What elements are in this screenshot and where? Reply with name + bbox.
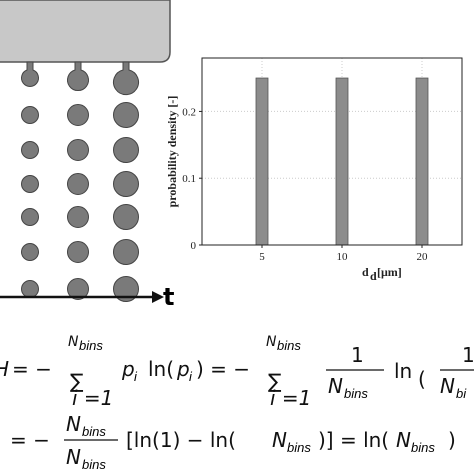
droplet bbox=[113, 276, 139, 302]
svg-text:bins: bins bbox=[287, 440, 311, 455]
svg-text:i =1: i =1 bbox=[72, 386, 113, 410]
arrow-head bbox=[152, 291, 164, 303]
plot-frame bbox=[201, 57, 463, 246]
droplet bbox=[21, 243, 39, 261]
pendant-drop bbox=[21, 61, 39, 87]
pendant-drop bbox=[113, 61, 139, 96]
svg-text:bins: bins bbox=[82, 457, 106, 472]
bar bbox=[415, 77, 429, 246]
svg-text:) = −: ) = − bbox=[196, 357, 250, 381]
svg-text:bins: bins bbox=[82, 424, 106, 439]
svg-text:N: N bbox=[66, 412, 81, 436]
svg-text:H: H bbox=[0, 357, 9, 381]
droplet bbox=[113, 137, 139, 163]
x-tick-label: 5 bbox=[259, 251, 265, 263]
droplet bbox=[113, 102, 139, 128]
droplet bbox=[21, 208, 39, 226]
droplet bbox=[67, 206, 89, 228]
x-axis-label: d bbox=[362, 265, 369, 279]
svg-text:i =1: i =1 bbox=[270, 386, 311, 410]
y-tick-label: 0.1 bbox=[182, 173, 196, 185]
bar bbox=[255, 77, 269, 246]
droplet bbox=[21, 106, 39, 124]
svg-text:bins: bins bbox=[344, 386, 368, 401]
svg-text:(: ( bbox=[418, 367, 426, 391]
svg-text:N: N bbox=[396, 428, 411, 452]
svg-text:): ) bbox=[448, 428, 456, 452]
droplet bbox=[67, 139, 89, 161]
svg-text:bins: bins bbox=[79, 338, 103, 353]
svg-text:N: N bbox=[328, 374, 343, 398]
droplet bbox=[21, 141, 39, 159]
svg-text:N: N bbox=[266, 334, 277, 350]
droplet bbox=[113, 239, 139, 265]
svg-text:N: N bbox=[68, 334, 79, 350]
svg-text:bins: bins bbox=[411, 440, 435, 455]
droplet bbox=[67, 241, 89, 263]
droplet bbox=[21, 280, 39, 298]
svg-text:1: 1 bbox=[462, 343, 474, 367]
svg-text:ln(: ln( bbox=[148, 357, 174, 381]
svg-text:∑: ∑ bbox=[268, 369, 282, 393]
droplet bbox=[113, 204, 139, 230]
svg-text:∑: ∑ bbox=[70, 369, 84, 393]
svg-text:N: N bbox=[440, 374, 455, 398]
svg-text:[ln(1) − ln(: [ln(1) − ln( bbox=[126, 428, 236, 452]
svg-text:p: p bbox=[176, 357, 190, 381]
y-tick-label: 0 bbox=[191, 240, 197, 252]
svg-text:p: p bbox=[121, 357, 135, 381]
svg-text:i: i bbox=[134, 369, 138, 384]
time-label: t bbox=[163, 283, 174, 311]
svg-text:N: N bbox=[66, 445, 81, 469]
svg-text:)] = ln(: )] = ln( bbox=[318, 428, 389, 452]
svg-text:= −: = − bbox=[10, 428, 50, 452]
nozzle bbox=[0, 0, 171, 63]
pendant-drop bbox=[67, 61, 89, 91]
x-axis-label-sub: d bbox=[370, 269, 377, 283]
svg-text:ln: ln bbox=[394, 359, 412, 383]
svg-text:1: 1 bbox=[351, 343, 364, 367]
droplet bbox=[67, 104, 89, 126]
svg-text:bi: bi bbox=[456, 386, 467, 401]
y-tick-label: 0.2 bbox=[182, 106, 196, 118]
x-tick-label: 10 bbox=[337, 251, 349, 263]
droplet bbox=[21, 175, 39, 193]
svg-text:i: i bbox=[189, 369, 193, 384]
bar bbox=[335, 77, 349, 246]
x-tick-label: 20 bbox=[417, 251, 429, 263]
svg-text:N: N bbox=[272, 428, 287, 452]
y-axis-label: probability density [-] bbox=[165, 96, 179, 208]
droplet bbox=[67, 173, 89, 195]
svg-text:= −: = − bbox=[12, 357, 52, 381]
droplet bbox=[67, 278, 89, 300]
equations: H = − N bins ∑ i =1 p i ln( p i ) = − N … bbox=[0, 334, 474, 472]
svg-text:bins: bins bbox=[277, 338, 301, 353]
x-axis-label-unit: [μm] bbox=[377, 265, 402, 279]
droplets bbox=[21, 61, 139, 302]
droplet bbox=[113, 171, 139, 197]
